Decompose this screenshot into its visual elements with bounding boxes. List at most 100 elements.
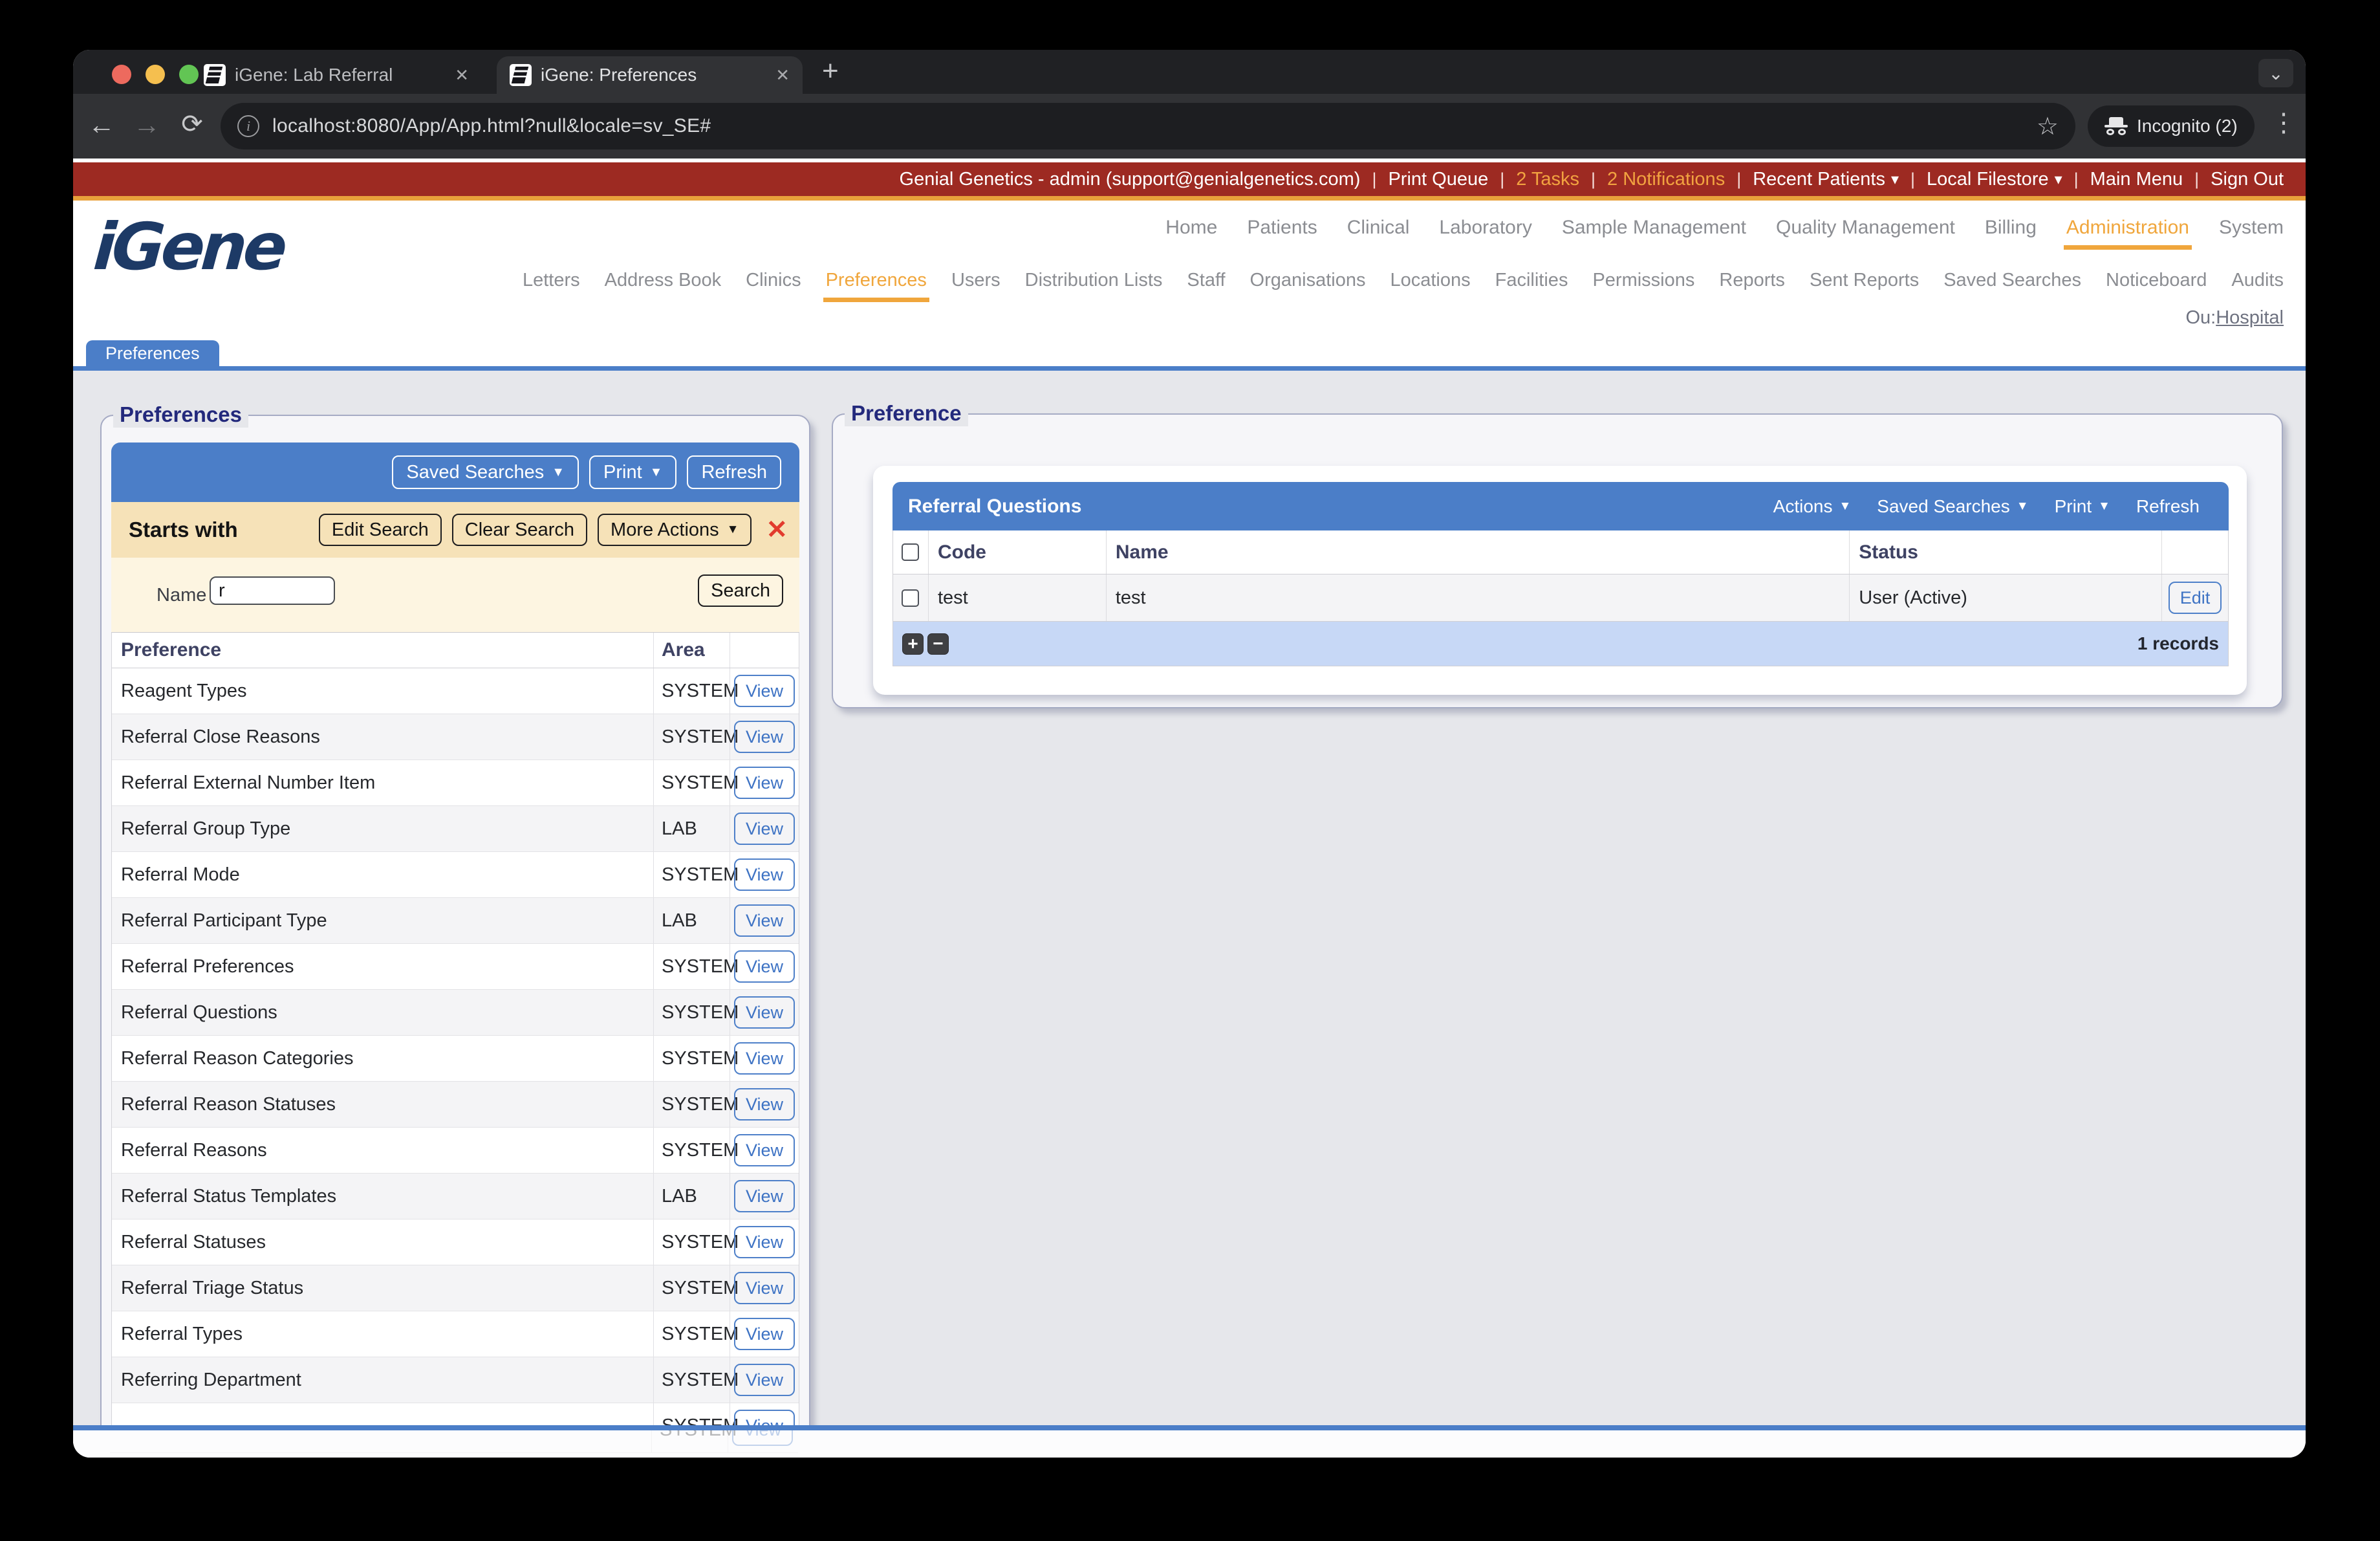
secondary-nav-item[interactable]: Letters xyxy=(522,270,580,290)
clear-search-button[interactable]: Clear Search xyxy=(451,514,588,546)
secondary-nav-item[interactable]: Saved Searches xyxy=(1943,270,2082,290)
zoom-window-button[interactable] xyxy=(179,65,199,84)
edit-button[interactable]: Edit xyxy=(2168,582,2222,614)
refresh-link[interactable]: Refresh xyxy=(2136,496,2200,516)
secondary-nav-item[interactable]: Facilities xyxy=(1495,270,1568,290)
masthead-link[interactable]: Print Queue xyxy=(1360,169,1488,190)
page-tab-preferences[interactable]: Preferences xyxy=(86,340,219,367)
table-row: Referral Close Reasons SYSTEM View xyxy=(112,714,799,760)
saved-searches-menu[interactable]: Saved Searches ▼ xyxy=(1877,496,2029,516)
edit-search-button[interactable]: Edit Search xyxy=(318,514,442,546)
print-menu[interactable]: Print ▼ xyxy=(2054,496,2110,516)
secondary-nav-item[interactable]: Preferences xyxy=(823,270,930,302)
close-tab-icon[interactable]: ✕ xyxy=(455,65,469,85)
view-button[interactable]: View xyxy=(733,767,795,799)
secondary-nav-item[interactable]: Audits xyxy=(2231,270,2284,290)
column-header-status[interactable]: Status xyxy=(1850,530,2163,574)
close-window-button[interactable] xyxy=(112,65,131,84)
more-actions-button[interactable]: More Actions ▼ xyxy=(598,514,752,546)
column-header-area[interactable]: Area xyxy=(654,633,730,668)
tab-title: iGene: Lab Referral xyxy=(235,65,393,85)
tab-search-chevron-button[interactable]: ⌄ xyxy=(2258,59,2293,87)
primary-nav-item[interactable]: Billing xyxy=(1984,217,2037,238)
view-button[interactable]: View xyxy=(733,996,795,1029)
view-button[interactable]: View xyxy=(733,1134,795,1166)
caret-down-icon: ▼ xyxy=(649,464,663,479)
primary-nav-item[interactable]: Home xyxy=(1165,217,1218,238)
table-row: Referral Types SYSTEM View xyxy=(112,1311,799,1357)
secondary-nav-item[interactable]: Organisations xyxy=(1250,270,1366,290)
secondary-nav-item[interactable]: Noticeboard xyxy=(2106,270,2207,290)
new-tab-button[interactable]: + xyxy=(822,55,839,87)
close-search-icon[interactable]: ✕ xyxy=(766,516,788,544)
view-button[interactable]: View xyxy=(733,1226,795,1258)
masthead-link[interactable]: 2 Tasks xyxy=(1488,169,1579,190)
masthead-link[interactable]: Recent Patients xyxy=(1725,169,1899,190)
masthead-link[interactable]: 2 Notifications xyxy=(1579,169,1725,190)
add-row-button[interactable]: + xyxy=(902,633,924,655)
view-button[interactable]: View xyxy=(733,1272,795,1304)
view-button[interactable]: View xyxy=(733,1364,795,1396)
name-label: Name xyxy=(157,585,207,606)
secondary-nav-item[interactable]: Address Book xyxy=(604,270,722,290)
view-button[interactable]: View xyxy=(733,904,795,937)
secondary-nav-item[interactable]: Staff xyxy=(1187,270,1226,290)
view-button[interactable]: View xyxy=(733,950,795,983)
primary-nav-item[interactable]: Laboratory xyxy=(1439,217,1532,238)
browser-menu-icon[interactable]: ⋮ xyxy=(2271,109,2297,137)
area-cell: SYSTEM xyxy=(654,1403,739,1425)
reload-button[interactable]: ⟳ xyxy=(181,110,203,138)
secondary-nav-item[interactable]: Users xyxy=(951,270,1001,290)
masthead-link[interactable]: Local Filestore xyxy=(1899,169,2062,190)
name-input[interactable] xyxy=(210,576,335,605)
secondary-nav-item[interactable]: Permissions xyxy=(1592,270,1695,290)
table-row: Referral Questions SYSTEM View xyxy=(112,990,799,1036)
secondary-nav-item[interactable]: Sent Reports xyxy=(1809,270,1920,290)
column-header-name[interactable]: Name xyxy=(1107,530,1850,574)
select-all-checkbox[interactable] xyxy=(902,543,920,561)
referral-questions-table: Code Name Status test test User (Active)… xyxy=(892,530,2229,666)
url-text[interactable]: localhost:8080/App/App.html?null&locale=… xyxy=(272,115,711,137)
view-button[interactable]: View xyxy=(733,858,795,891)
primary-nav-item[interactable]: Quality Management xyxy=(1776,217,1955,238)
view-button[interactable]: View xyxy=(733,721,795,753)
secondary-nav-item[interactable]: Locations xyxy=(1390,270,1471,290)
view-button[interactable]: View xyxy=(733,1088,795,1120)
view-button[interactable]: View xyxy=(733,1042,795,1075)
view-button[interactable]: View xyxy=(733,813,795,845)
ou-hospital-link[interactable]: Hospital xyxy=(2216,307,2284,328)
primary-nav-item[interactable]: Sample Management xyxy=(1561,217,1747,238)
masthead-link[interactable]: Main Menu xyxy=(2062,169,2183,190)
secondary-nav-item[interactable]: Distribution Lists xyxy=(1024,270,1163,290)
print-button[interactable]: Print ▼ xyxy=(589,455,677,489)
browser-tab-preferences[interactable]: iGene: Preferences ✕ xyxy=(497,56,803,94)
site-info-icon[interactable]: i xyxy=(237,115,259,137)
refresh-button[interactable]: Refresh xyxy=(687,455,781,489)
view-button[interactable]: View xyxy=(733,1180,795,1212)
remove-row-button[interactable]: − xyxy=(927,633,949,655)
saved-searches-button[interactable]: Saved Searches ▼ xyxy=(392,455,579,489)
address-bar[interactable]: i localhost:8080/App/App.html?null&local… xyxy=(221,103,2075,149)
secondary-nav-item[interactable]: Clinics xyxy=(746,270,801,290)
close-tab-icon[interactable]: ✕ xyxy=(775,65,790,85)
browser-tab-lab-referral[interactable]: iGene: Lab Referral ✕ xyxy=(191,56,482,94)
primary-nav-item[interactable]: Administration xyxy=(2063,217,2192,250)
view-button[interactable]: View xyxy=(733,1318,795,1350)
view-button[interactable]: View xyxy=(733,1410,795,1425)
table-row: SYSTEM View xyxy=(112,1403,799,1425)
masthead-link[interactable]: Sign Out xyxy=(2183,169,2284,190)
forward-button[interactable]: → xyxy=(133,109,160,140)
primary-nav-item[interactable]: Patients xyxy=(1247,217,1317,238)
back-button[interactable]: ← xyxy=(88,109,115,140)
minimize-window-button[interactable] xyxy=(146,65,165,84)
column-header-code[interactable]: Code xyxy=(929,530,1107,574)
view-button[interactable]: View xyxy=(733,675,795,707)
column-header-preference[interactable]: Preference xyxy=(112,633,654,668)
search-button[interactable]: Search xyxy=(698,574,783,607)
bookmark-star-icon[interactable]: ☆ xyxy=(2036,113,2059,140)
secondary-nav-item[interactable]: Reports xyxy=(1719,270,1785,290)
primary-nav-item[interactable]: System xyxy=(2218,217,2284,238)
primary-nav-item[interactable]: Clinical xyxy=(1347,217,1410,238)
row-checkbox[interactable] xyxy=(902,589,920,607)
actions-menu[interactable]: Actions ▼ xyxy=(1773,496,1852,516)
